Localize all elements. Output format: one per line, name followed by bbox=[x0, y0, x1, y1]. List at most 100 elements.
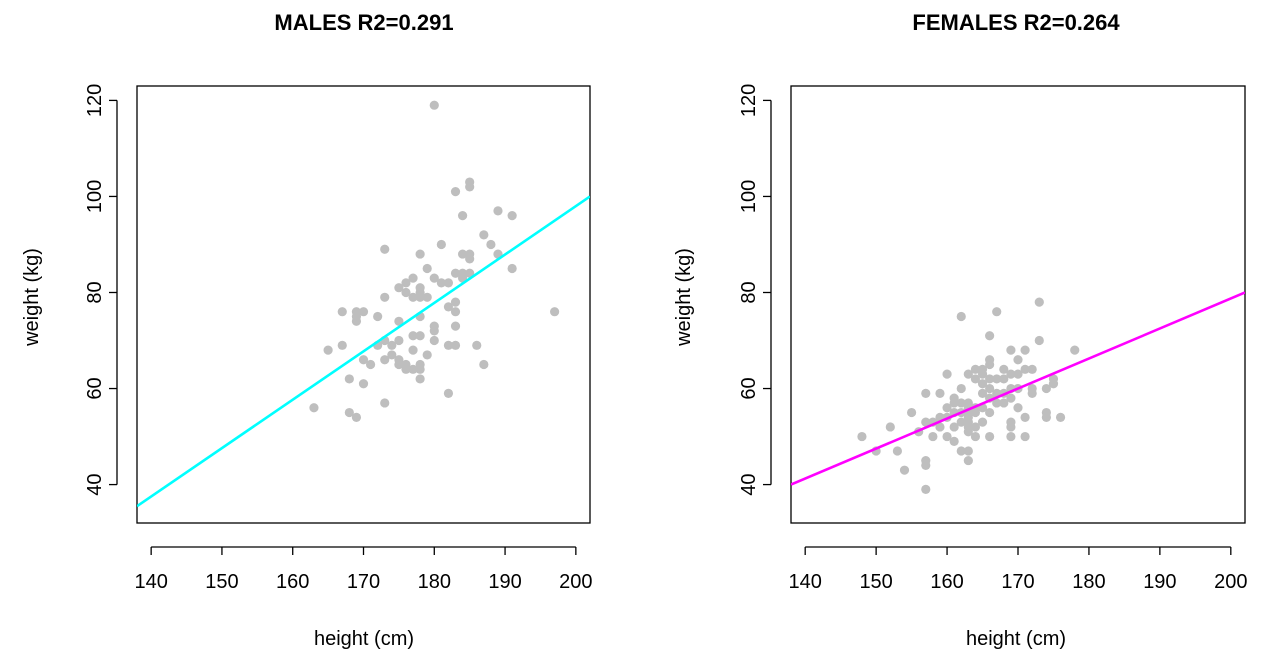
females-data-point bbox=[985, 383, 995, 394]
females-data-point bbox=[963, 455, 973, 466]
males-data-point bbox=[323, 345, 333, 355]
males-x-tick-label: 160 bbox=[276, 571, 309, 593]
males-data-point bbox=[550, 307, 560, 317]
males-data-point bbox=[507, 263, 517, 274]
females-data-point bbox=[1020, 412, 1030, 422]
females-data-point bbox=[949, 393, 959, 403]
females-data-point bbox=[892, 446, 903, 456]
females-data-point bbox=[956, 398, 966, 408]
males-data-point bbox=[450, 297, 461, 307]
males-data-point bbox=[465, 177, 475, 187]
females-data-point bbox=[963, 369, 973, 379]
males-data-point bbox=[443, 278, 454, 288]
males-data-point bbox=[450, 321, 461, 331]
females-data-point bbox=[1027, 383, 1037, 394]
males-y-tick-label: 100 bbox=[84, 180, 106, 213]
males-data-point bbox=[429, 273, 439, 283]
males-x-tick-label: 190 bbox=[488, 571, 521, 593]
females-data-point bbox=[921, 455, 931, 466]
females-y-tick-label: 60 bbox=[738, 377, 760, 399]
males-data-point bbox=[436, 239, 446, 250]
males-data-point bbox=[429, 335, 439, 346]
males-data-point bbox=[415, 374, 425, 384]
males-data-point bbox=[394, 355, 404, 365]
males-data-point bbox=[436, 278, 446, 288]
females-x-tick-label: 150 bbox=[859, 571, 892, 593]
males-data-point bbox=[450, 187, 461, 197]
females-data-point bbox=[935, 422, 945, 432]
females-panel: FEMALES R2=0.264 height (cm) weight (kg)… bbox=[673, 10, 1248, 650]
males-data-point bbox=[358, 307, 369, 317]
females-chart-title: FEMALES R2=0.264 bbox=[912, 10, 1120, 35]
females-data-point bbox=[970, 422, 981, 432]
males-data-point bbox=[443, 340, 454, 350]
males-y-axis-label: weight (kg) bbox=[21, 248, 43, 347]
females-data-point bbox=[999, 398, 1009, 408]
females-y-axis-label: weight (kg) bbox=[673, 248, 695, 347]
males-x-axis-label: height (cm) bbox=[314, 628, 414, 650]
males-data-point bbox=[457, 268, 468, 278]
males-chart-title: MALES R2=0.291 bbox=[274, 10, 453, 35]
females-data-point bbox=[985, 374, 995, 384]
females-data-point bbox=[977, 417, 988, 427]
females-data-point bbox=[1027, 364, 1037, 374]
males-data-point bbox=[450, 268, 461, 278]
females-x-tick-label: 140 bbox=[789, 571, 822, 593]
females-x-tick-label: 200 bbox=[1214, 571, 1247, 593]
females-data-point bbox=[1034, 335, 1044, 346]
males-plot-frame bbox=[136, 85, 591, 524]
females-data-point bbox=[1041, 407, 1051, 418]
males-data-point bbox=[408, 292, 418, 302]
males-data-point bbox=[373, 311, 383, 322]
males-data-point bbox=[351, 412, 362, 422]
males-data-point bbox=[465, 249, 475, 259]
females-data-point bbox=[985, 331, 995, 341]
males-data-point bbox=[479, 359, 489, 370]
females-regression-line bbox=[791, 291, 1245, 486]
females-data-point bbox=[1055, 412, 1066, 422]
males-data-point bbox=[450, 340, 461, 350]
females-data-point bbox=[928, 431, 938, 442]
females-data-point bbox=[970, 364, 981, 374]
males-data-point bbox=[358, 355, 369, 365]
males-data-point bbox=[401, 359, 411, 370]
females-data-point bbox=[906, 407, 917, 418]
females-data-point bbox=[899, 465, 910, 475]
males-x-tick-label: 200 bbox=[559, 571, 592, 593]
females-x-tick-label: 180 bbox=[1072, 571, 1105, 593]
females-data-point bbox=[992, 307, 1002, 317]
males-data-point bbox=[351, 307, 362, 317]
females-data-point bbox=[956, 383, 966, 394]
females-data-point bbox=[949, 436, 959, 446]
males-data-point bbox=[415, 331, 425, 341]
females-x-tick-label: 190 bbox=[1143, 571, 1176, 593]
males-data-point bbox=[422, 263, 432, 274]
males-data-point bbox=[380, 355, 390, 365]
males-data-point bbox=[408, 345, 418, 355]
males-data-point bbox=[380, 244, 390, 254]
males-data-point bbox=[387, 340, 397, 350]
males-data-point bbox=[429, 100, 439, 110]
females-data-point bbox=[885, 422, 895, 432]
males-data-point bbox=[309, 403, 319, 413]
males-data-layer bbox=[137, 100, 590, 508]
males-data-point bbox=[401, 278, 411, 288]
males-x-tick-label: 150 bbox=[205, 571, 238, 593]
females-data-point bbox=[1013, 355, 1023, 365]
females-data-point bbox=[956, 417, 966, 427]
females-plot-frame bbox=[790, 85, 1246, 524]
females-data-point bbox=[1041, 383, 1051, 394]
males-panel: MALES R2=0.291 height (cm) weight (kg) 1… bbox=[21, 10, 593, 650]
females-data-point bbox=[942, 431, 952, 442]
females-data-point bbox=[1006, 393, 1016, 403]
females-data-point bbox=[1020, 431, 1030, 442]
females-data-point bbox=[956, 311, 966, 322]
males-data-point bbox=[401, 287, 411, 298]
males-data-point bbox=[486, 239, 496, 250]
females-data-point bbox=[1006, 369, 1016, 379]
females-data-point bbox=[921, 388, 931, 398]
males-data-point bbox=[408, 364, 418, 374]
males-y-tick-label: 40 bbox=[84, 473, 106, 495]
males-data-point bbox=[365, 359, 376, 370]
